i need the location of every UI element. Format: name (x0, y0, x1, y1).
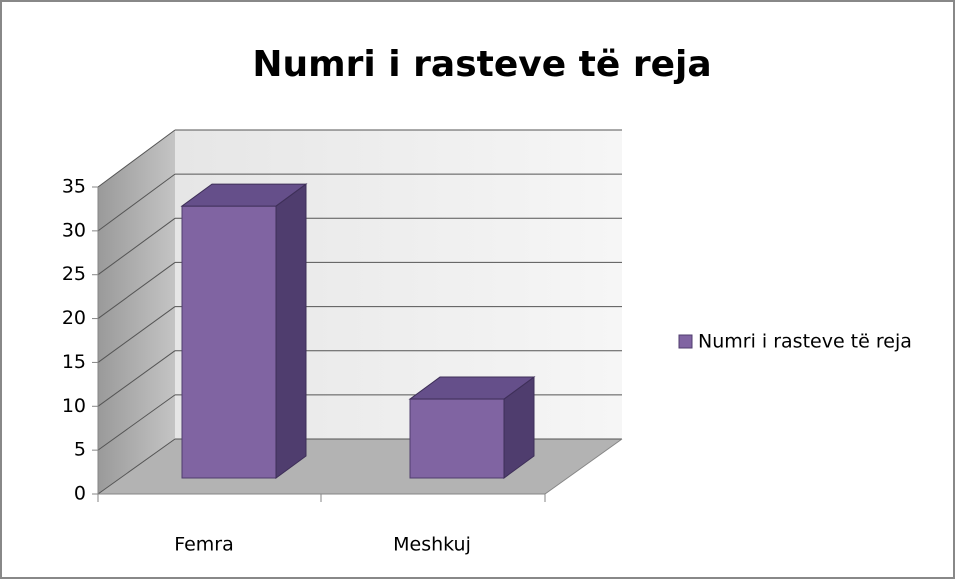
floor-edge (544, 438, 623, 495)
bar-side (275, 183, 307, 479)
bar-top (180, 183, 308, 207)
grid-line (97, 394, 176, 451)
plot (92, 129, 622, 495)
y-tick-label: 5 (74, 439, 86, 461)
grid-line (97, 129, 176, 188)
chart-title: Numri i rasteve të reja (252, 44, 711, 85)
floor (98, 439, 622, 494)
legend-label: Numri i rasteve të reja (698, 331, 912, 353)
side-wall (98, 130, 175, 494)
y-tick-label: 35 (62, 176, 86, 198)
grid-line (97, 350, 176, 407)
x-tick-label: Femra (174, 534, 234, 556)
bar (181, 205, 277, 479)
grid-line (97, 438, 176, 495)
bar (409, 398, 505, 479)
y-tick-label: 10 (62, 395, 86, 417)
y-tick-label: 30 (62, 219, 86, 241)
bar-top (408, 376, 536, 400)
grid-line (97, 262, 176, 319)
legend-swatch (678, 334, 693, 349)
y-tick-label: 20 (62, 307, 86, 329)
grid-line (97, 306, 176, 363)
grid-line (97, 173, 176, 232)
y-tick-label: 15 (62, 351, 86, 373)
y-tick-label: 0 (74, 483, 86, 505)
x-tick-label: Meshkuj (393, 534, 471, 556)
y-tick-label: 25 (62, 263, 86, 285)
grid-line (97, 217, 176, 276)
